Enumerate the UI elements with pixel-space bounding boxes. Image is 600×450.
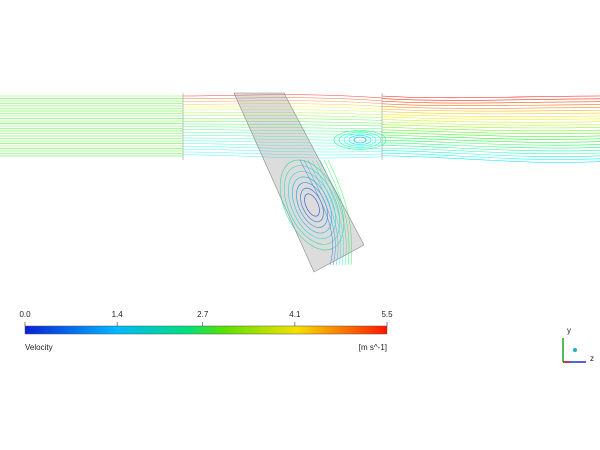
branch-surface	[233, 92, 365, 273]
streamline	[381, 134, 600, 140]
streamline	[182, 154, 383, 159]
streamline	[381, 119, 600, 123]
streamline	[323, 159, 350, 266]
streamline	[381, 155, 600, 163]
streamline	[381, 103, 600, 107]
streamline	[182, 134, 383, 138]
streamline	[182, 143, 383, 147]
streamline	[303, 159, 336, 266]
legend-title: Velocity	[25, 343, 53, 352]
streamline	[182, 148, 383, 153]
vortex	[338, 131, 382, 149]
streamline	[381, 124, 600, 129]
streamline	[381, 150, 600, 157]
triad-dot	[573, 348, 577, 352]
streamline	[381, 152, 600, 160]
vortex	[296, 182, 328, 228]
tick-label: 4.1	[289, 310, 301, 319]
vortex	[304, 193, 320, 217]
axes-triad: y z	[562, 326, 594, 363]
streamline	[307, 159, 339, 266]
tick-label: 0.0	[19, 310, 31, 319]
legend-unit: [m s^-1]	[359, 343, 387, 352]
vortex	[279, 159, 345, 251]
tick-label: 5.5	[381, 310, 393, 319]
streamline	[182, 109, 383, 113]
streamline	[381, 100, 600, 104]
streamline	[381, 98, 600, 101]
streamline	[182, 103, 383, 107]
color-bar	[24, 325, 388, 335]
color-legend: Velocity [m s^-1] 0.0 1.4 2.7 4.1 5.5	[19, 310, 393, 352]
vortex	[343, 133, 377, 147]
tick-label: 1.4	[112, 310, 124, 319]
streamlines	[0, 94, 600, 266]
streamline	[182, 151, 383, 156]
vortex	[348, 135, 372, 145]
streamline	[182, 115, 383, 118]
streamline	[381, 106, 600, 109]
streamline	[381, 147, 600, 155]
axis-label: y	[567, 326, 571, 335]
streamline	[381, 132, 600, 137]
vortex	[333, 130, 387, 150]
tick-label: 2.7	[197, 310, 209, 319]
streamline	[182, 94, 383, 99]
vortex	[283, 165, 341, 245]
vortex	[292, 176, 332, 234]
streamline	[381, 113, 600, 117]
streamline	[182, 123, 383, 127]
streamline	[381, 126, 600, 132]
streamline	[182, 100, 383, 104]
streamline	[381, 142, 600, 149]
streamline	[182, 140, 383, 144]
vortex	[353, 136, 367, 144]
streamline	[381, 129, 600, 135]
streamline	[182, 112, 383, 116]
streamline	[182, 137, 383, 141]
streamline	[381, 145, 600, 152]
streamline	[381, 121, 600, 126]
streamline	[381, 95, 600, 99]
streamline	[299, 159, 333, 266]
streamline	[381, 108, 600, 112]
streamline	[315, 159, 344, 266]
vortex	[287, 170, 337, 240]
streamline	[311, 159, 342, 266]
streamline	[182, 129, 383, 132]
streamline	[381, 137, 600, 143]
streamline	[182, 97, 383, 102]
streamline	[381, 116, 600, 120]
streamline	[381, 111, 600, 115]
axis-label: z	[590, 354, 594, 363]
streamline	[182, 106, 383, 110]
streamline	[182, 120, 383, 124]
streamline	[381, 139, 600, 146]
streamline	[182, 118, 383, 121]
